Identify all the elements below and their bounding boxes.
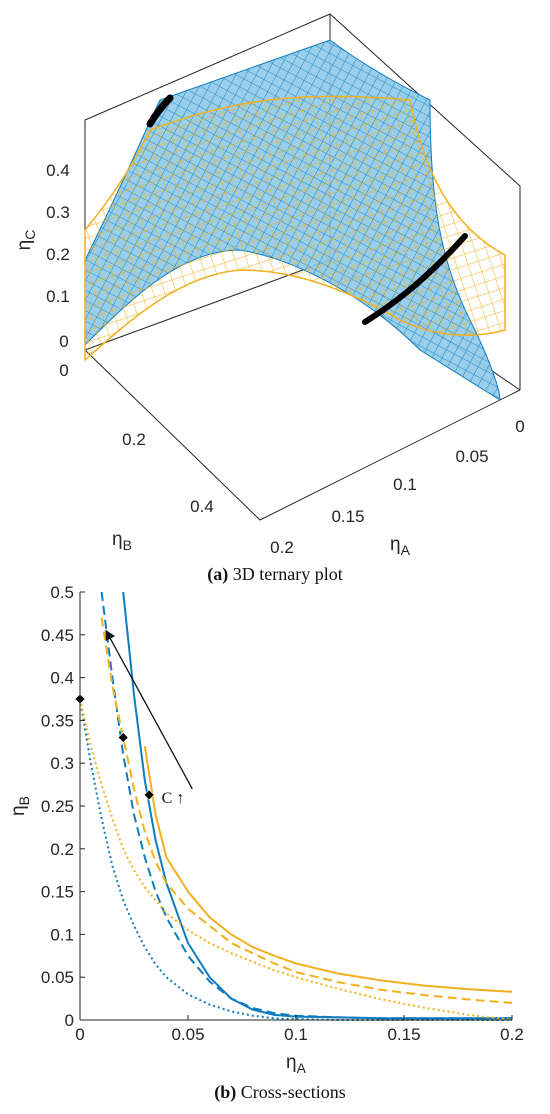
panel-b-caption: (b) Cross-sections xyxy=(214,1082,346,1103)
eta-a3d-axis-label: ηA xyxy=(390,534,411,558)
x-tick-label: 0.15 xyxy=(387,1025,420,1044)
x-ticks: 0 0.05 0.1 0.15 0.2 xyxy=(75,1015,524,1044)
series-line-6 xyxy=(79,698,513,1021)
x-tick-label: 0.05 xyxy=(171,1025,204,1044)
x-axis-label: ηA xyxy=(286,1052,307,1076)
y-tick-label: 0.2 xyxy=(50,840,74,859)
series-line-3 xyxy=(79,698,512,1021)
annotation-arrow xyxy=(105,629,193,790)
eta-c-tick-4: 0.4 xyxy=(46,161,70,180)
panel-a-caption: (a) 3D ternary plot xyxy=(207,564,342,585)
marker-curve-right xyxy=(362,233,468,325)
annotation-text: C ↑ xyxy=(162,790,185,807)
eta-b-tick-2: 0.4 xyxy=(190,497,214,516)
y-tick-label: 0.1 xyxy=(50,925,74,944)
plot-area xyxy=(80,592,512,1020)
y-tick-label: 0.25 xyxy=(41,797,74,816)
y-tick-label: 0.5 xyxy=(50,583,74,602)
eta-b-tick-1: 0.2 xyxy=(122,430,146,449)
eta-a3d-tick-0: 0 xyxy=(515,417,524,436)
y-tick-label: 0.15 xyxy=(41,883,74,902)
eta-c-tick-2: 0.2 xyxy=(46,245,70,264)
y-ticks: 0 0.05 0.1 0.15 0.2 0.25 0.3 0.35 0.4 0.45 0.5 xyxy=(41,583,85,1030)
eta-a3d-tick-1: 0.05 xyxy=(455,447,488,466)
y-tick-label: 0 xyxy=(65,1011,74,1030)
x-tick-label: 0.1 xyxy=(284,1025,308,1044)
x-tick-label: 0 xyxy=(75,1025,84,1044)
eta-c-tick-0: 0 xyxy=(59,332,68,351)
y-tick-label: 0.3 xyxy=(50,754,74,773)
panel-b-chart: C ↑ 0 0.05 0.1 0.15 0.2 00.050.10.150.20.250… xyxy=(8,583,524,1103)
eta-a3d-tick-3: 0.15 xyxy=(331,507,364,526)
annotation-group: C ↑ xyxy=(105,629,193,807)
series-line-4 xyxy=(143,745,513,993)
eta-b-tick-0: 0 xyxy=(59,361,68,380)
eta-c-tick-3: 0.3 xyxy=(46,203,70,222)
y-tick-label: 0.35 xyxy=(41,711,74,730)
eta-c-tick-1: 0.1 xyxy=(46,287,70,306)
eta-a3d-tick-2: 0.1 xyxy=(393,475,417,494)
y-tick-label: 0.4 xyxy=(50,669,74,688)
orange-surface-mesh xyxy=(84,95,506,362)
marker-curve-top xyxy=(146,94,174,128)
panel-a-3d-plot: 0 0.1 0.2 0.3 0.4 ηC 0 0.2 0.4 ηB 0 0.05… xyxy=(14,13,525,585)
x-tick-label: 0.2 xyxy=(500,1025,524,1044)
eta-b-axis-label: ηB xyxy=(112,529,132,553)
diamond-marker-2 xyxy=(117,732,129,743)
y-tick-label: 0.05 xyxy=(41,968,74,987)
y-tick-label: 0.45 xyxy=(41,626,74,645)
eta-a3d-tick-4: 0.2 xyxy=(270,538,294,557)
diamond-marker-3 xyxy=(143,789,155,801)
y-axis-label: ηB xyxy=(8,796,32,816)
eta-c-axis-label: ηC xyxy=(14,230,38,251)
series-line-2 xyxy=(100,591,512,1020)
